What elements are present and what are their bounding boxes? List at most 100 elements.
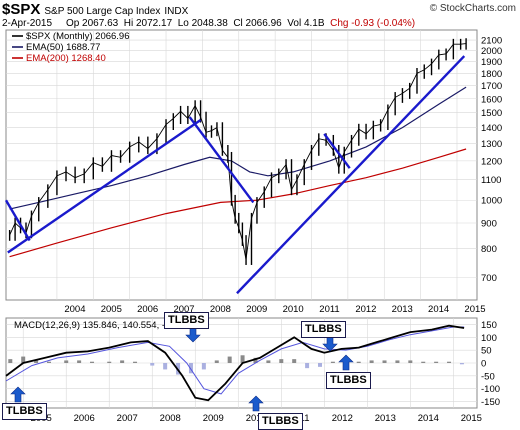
price-y-tick-label: 800 <box>481 244 497 255</box>
tlbbs-label: TLBBS <box>258 413 303 430</box>
close-value: Cl 2066.96 <box>233 18 282 29</box>
price-y-tick-label: 1300 <box>481 139 502 150</box>
macd-histogram-bar <box>318 363 322 367</box>
index-name: S&P 500 Large Cap Index <box>44 6 161 17</box>
date-label: 2-Apr-2015 <box>2 18 53 29</box>
price-y-tick-label: 900 <box>481 218 497 229</box>
macd-histogram-bar <box>382 360 387 363</box>
macd-histogram-bar <box>90 361 95 363</box>
trendline <box>7 119 202 254</box>
macd-histogram-bar <box>201 363 206 370</box>
macd-y-tick-label: -150 <box>481 397 500 408</box>
price-legend-entry: EMA(200) 1268.40 <box>26 53 106 64</box>
macd-histogram-bar <box>459 363 464 365</box>
price-x-tick-label: 2011 <box>319 304 339 315</box>
price-x-tick-label: 2006 <box>137 304 158 315</box>
price-x-tick-label: 2004 <box>64 304 85 315</box>
tlbbs-arrow <box>248 395 264 412</box>
price-x-tick-label: 2015 <box>464 304 485 315</box>
tlbbs-label: TLBBS <box>2 403 47 420</box>
macd-histogram-bar <box>120 360 125 363</box>
macd-histogram-bar <box>395 360 400 363</box>
price-x-tick-label: 2009 <box>246 304 267 315</box>
ema50-series-line <box>9 86 467 210</box>
open-value: Op 2067.63 <box>65 18 119 29</box>
macd-histogram-bar <box>266 360 271 363</box>
macd-x-tick-label: 2012 <box>332 413 353 424</box>
tlbbs-arrow <box>10 386 26 403</box>
price-x-tick-label: 2005 <box>101 304 122 315</box>
macd-y-tick-label: -50 <box>481 371 495 382</box>
macd-histogram-bar <box>330 361 335 363</box>
macd-y-tick-label: -100 <box>481 384 500 395</box>
macd-x-tick-label: 2014 <box>418 413 439 424</box>
price-y-tick-label: 1200 <box>481 156 502 167</box>
macd-x-tick-label: 2010 <box>246 413 267 424</box>
macd-histogram-bar <box>133 361 138 363</box>
macd-histogram-bar <box>8 359 13 363</box>
tlbbs-label: TLBBS <box>326 372 371 389</box>
macd-x-tick-label: 2006 <box>74 413 95 424</box>
macd-histogram-bar <box>47 361 52 363</box>
macd-histogram-bar <box>188 363 193 374</box>
macd-histogram-bar <box>34 360 39 363</box>
price-y-tick-label: 1500 <box>481 108 502 119</box>
macd-histogram-bar <box>292 359 297 363</box>
price-y-tick-label: 1100 <box>481 175 501 186</box>
macd-histogram-bar <box>421 361 426 363</box>
macd-histogram-bar <box>21 356 26 363</box>
macd-histogram-bar <box>150 363 155 366</box>
macd-x-tick-label: 2013 <box>375 413 396 424</box>
trendline <box>323 133 351 169</box>
symbol-label: $SPX <box>2 1 41 18</box>
price-y-tick-label: 1700 <box>481 81 502 92</box>
tlbbs-label: TLBBS <box>301 321 346 338</box>
trendline <box>236 55 466 295</box>
price-series-line <box>9 43 467 260</box>
macd-y-tick-label: 150 <box>481 320 497 331</box>
macd-x-tick-label: 2007 <box>117 413 138 424</box>
macd-histogram-bar <box>434 361 439 363</box>
macd-histogram-bar <box>253 357 258 363</box>
price-y-tick-label: 1000 <box>481 196 502 207</box>
macd-histogram-bar <box>369 360 374 363</box>
signal-series-line <box>5 326 465 395</box>
macd-y-tick-label: 100 <box>481 333 497 344</box>
macd-legend-entry: MACD(12,26,9) 135.846, 140.554, -4.707 <box>14 320 189 331</box>
ema200-series-line <box>9 148 467 258</box>
macd-histogram-bar <box>305 363 310 369</box>
price-y-tick-label: 1900 <box>481 57 502 68</box>
volume-value: Vol 4.1B <box>287 18 325 29</box>
trendline <box>4 199 31 242</box>
price-x-tick-label: 2008 <box>210 304 231 315</box>
price-x-tick-label: 2007 <box>173 304 194 315</box>
macd-histogram-bar <box>240 355 245 363</box>
macd-y-tick-label: 0 <box>481 359 486 370</box>
ohlc-readout: 2-Apr-2015 Op 2067.63 Hi 2072.17 Lo 2048… <box>2 18 415 29</box>
macd-histogram-bar <box>214 360 219 363</box>
macd-y-tick-label: 50 <box>481 346 492 357</box>
price-x-tick-label: 2012 <box>355 304 376 315</box>
exchange-label: INDX <box>164 6 189 17</box>
high-value: Hi 2072.17 <box>123 18 173 29</box>
low-value: Lo 2048.38 <box>177 18 228 29</box>
chart-title: $SPX S&P 500 Large Cap Index INDX <box>2 1 188 18</box>
price-x-tick-label: 2014 <box>428 304 449 315</box>
price-y-tick-label: 1400 <box>481 123 502 134</box>
macd-histogram-bar <box>64 360 69 363</box>
macd-histogram-bar <box>77 360 82 363</box>
price-legend-entry: EMA(50) 1688.77 <box>26 42 100 53</box>
macd-histogram-bar <box>408 360 413 363</box>
macd-histogram-bar <box>447 361 452 363</box>
price-y-tick-label: 700 <box>481 273 497 284</box>
price-y-tick-label: 2000 <box>481 46 502 57</box>
watermark: © StockCharts.com <box>429 3 516 14</box>
price-y-tick-label: 2100 <box>481 36 502 47</box>
price-x-tick-label: 2010 <box>283 304 304 315</box>
tlbbs-label: TLBBS <box>164 312 209 329</box>
price-x-tick-label: 2013 <box>392 304 413 315</box>
tlbbs-arrow <box>338 354 354 371</box>
macd-histogram-bar <box>163 363 168 370</box>
